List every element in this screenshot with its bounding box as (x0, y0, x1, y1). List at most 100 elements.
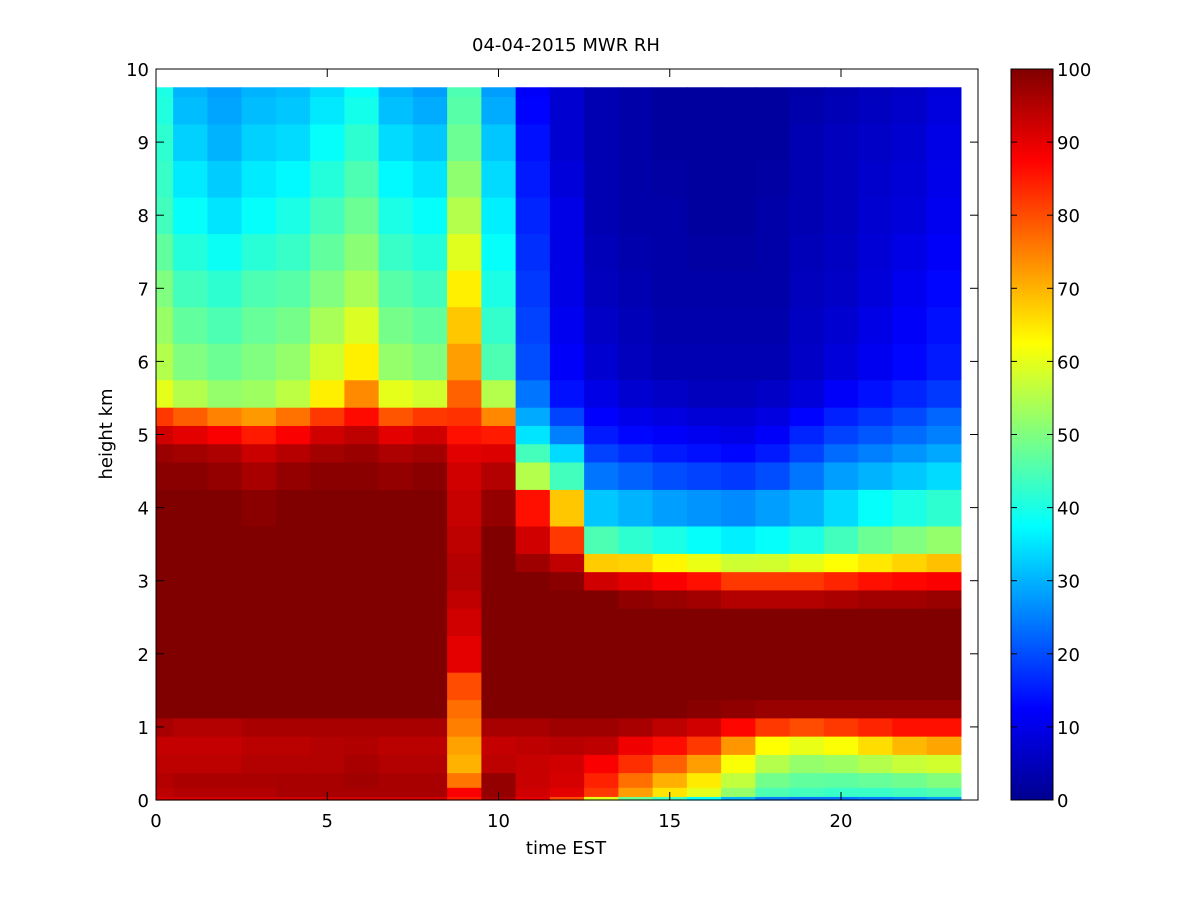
heatmap-cell (173, 736, 208, 755)
heatmap-cell (618, 407, 654, 426)
heatmap-cell (549, 407, 585, 426)
heatmap-cell (755, 736, 791, 755)
heatmap-cell (686, 306, 722, 344)
heatmap-cell (823, 96, 859, 125)
heatmap-cell (156, 270, 174, 308)
heatmap-cell (755, 425, 791, 445)
heatmap-cell (515, 525, 551, 554)
heatmap-cell (447, 754, 482, 774)
heatmap-cell (447, 407, 482, 426)
heatmap-cell (686, 233, 722, 271)
heatmap-cell (344, 553, 380, 573)
heatmap-cell (584, 736, 619, 755)
heatmap-cell (310, 196, 345, 235)
heatmap-cell (926, 589, 962, 609)
heatmap-cell (549, 425, 585, 445)
heatmap-cell (344, 672, 380, 701)
heatmap-cell (823, 553, 859, 573)
heatmap-cell (173, 123, 208, 161)
heatmap-cell (858, 96, 893, 125)
heatmap-cell (549, 589, 585, 609)
heatmap-cell (789, 571, 825, 591)
heatmap-cell (515, 306, 551, 344)
heatmap-cell (481, 489, 517, 527)
heatmap-cell (652, 96, 688, 125)
heatmap-cell (207, 699, 243, 719)
heatmap-cell (549, 717, 585, 737)
heatmap-cell (378, 553, 414, 573)
heatmap-cell (755, 635, 791, 673)
heatmap-cell (447, 717, 482, 737)
heatmap-cell (275, 589, 311, 609)
heatmap-cell (652, 407, 688, 426)
heatmap-cell (412, 787, 448, 797)
heatmap-cell (652, 306, 688, 344)
heatmap-cell (584, 306, 619, 344)
heatmap-cell (515, 635, 551, 673)
heatmap-cell (755, 407, 791, 426)
heatmap-cell (378, 407, 414, 426)
heatmap-cell (481, 160, 517, 198)
heatmap-cell (858, 571, 893, 591)
heatmap-cell (275, 425, 311, 445)
heatmap-cell (481, 571, 517, 591)
y-tick-label: 1 (138, 718, 149, 739)
heatmap-cell (515, 754, 551, 774)
heatmap-cell (241, 699, 277, 719)
heatmap-cell (755, 196, 791, 235)
heatmap-cell (618, 525, 654, 554)
heatmap-cell (156, 87, 174, 98)
heatmap-cell (173, 233, 208, 271)
heatmap-cell (755, 787, 791, 797)
heatmap-cell (156, 571, 174, 591)
heatmap-cell (549, 787, 585, 797)
colorbar-tick-label: 30 (1057, 572, 1080, 593)
y-axis: 0 1 2 3 4 5 6 7 8 9 10 (126, 60, 978, 812)
heatmap-cell (584, 87, 619, 98)
heatmap-cell (412, 407, 448, 426)
heatmap-cell (652, 589, 688, 609)
heatmap-cell (515, 736, 551, 755)
heatmap-cell (618, 772, 654, 788)
heatmap-cell (618, 343, 654, 381)
heatmap-cell (310, 233, 345, 271)
heatmap-cell (173, 635, 208, 673)
heatmap-cell (892, 425, 928, 445)
x-tick-label: 5 (322, 811, 333, 832)
heatmap-cell (241, 717, 277, 737)
heatmap-cell (378, 160, 414, 198)
heatmap-cell (618, 608, 654, 637)
heatmap-cell (412, 306, 448, 344)
heatmap-cell (789, 160, 825, 198)
heatmap-cell (275, 196, 311, 235)
heatmap-cell (584, 379, 619, 408)
heatmap-cell (789, 461, 825, 490)
heatmap-cell (275, 87, 311, 98)
heatmap-cell (447, 443, 482, 463)
heatmap-cell (481, 443, 517, 463)
heatmap-cell (549, 754, 585, 774)
heatmap-cell (412, 379, 448, 408)
heatmap-cell (378, 635, 414, 673)
heatmap-cell (686, 87, 722, 98)
heatmap-cell (652, 123, 688, 161)
heatmap-cell (686, 443, 722, 463)
heatmap-cell (515, 160, 551, 198)
heatmap-cell (618, 461, 654, 490)
heatmap-cell (378, 196, 414, 235)
heatmap-cell (892, 525, 928, 554)
heatmap-cell (823, 772, 859, 788)
heatmap-cell (549, 608, 585, 637)
heatmap-cell (344, 343, 380, 381)
heatmap-cell (412, 589, 448, 609)
heatmap-cell (156, 160, 174, 198)
heatmap-cell (412, 754, 448, 774)
heatmap-cell (344, 608, 380, 637)
heatmap-cell (823, 754, 859, 774)
heatmap-cell (515, 699, 551, 719)
heatmap-cell (241, 443, 277, 463)
colorbar-tick-label: 90 (1057, 133, 1080, 154)
heatmap-cell (515, 717, 551, 737)
heatmap-cell (344, 379, 380, 408)
heatmap-cell (481, 525, 517, 554)
